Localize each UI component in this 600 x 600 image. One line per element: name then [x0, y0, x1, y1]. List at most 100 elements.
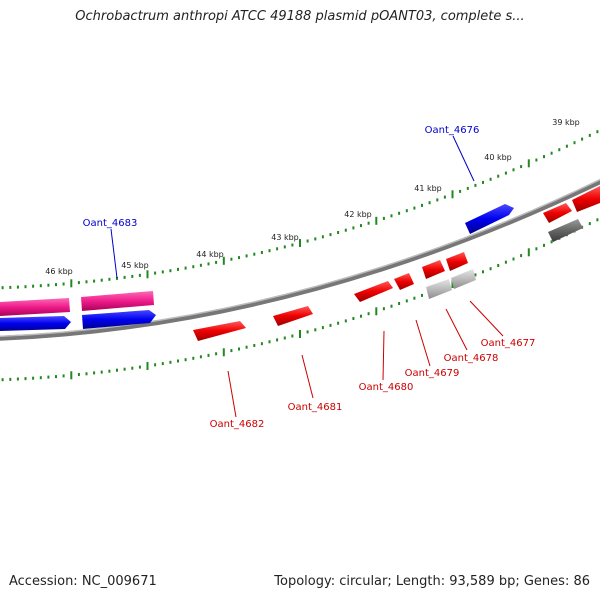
- outer-tick: [260, 251, 263, 254]
- inner-tick: [123, 367, 126, 371]
- outer-tick: [131, 274, 134, 278]
- outer-tick: [276, 247, 279, 251]
- inner-tick: [1, 378, 4, 382]
- outer-tick: [573, 141, 576, 145]
- gene-label-oant-4681[interactable]: Oant_4681: [288, 402, 343, 413]
- outer-tick: [192, 265, 195, 269]
- outer-tick: [321, 235, 324, 239]
- inner-tick: [360, 314, 362, 318]
- tick-label-42: 42 kbp: [344, 210, 372, 219]
- outer-tick: [344, 228, 347, 232]
- outer-tick: [177, 267, 179, 271]
- inner-tick: [283, 336, 286, 340]
- outer-tick: [306, 239, 309, 243]
- inner-tick: [47, 375, 50, 379]
- tick-label-44: 44 kbp: [196, 250, 224, 259]
- inner-tick: [230, 349, 233, 353]
- inner-tick: [405, 299, 408, 303]
- accession-text: Accession: NC_009671: [9, 574, 157, 589]
- gene-oant-4681[interactable]: [273, 306, 313, 326]
- outer-tick: [138, 273, 141, 277]
- inner-tick: [253, 344, 256, 347]
- outer-tick: [299, 239, 301, 247]
- pink-feature[interactable]: [0, 298, 70, 316]
- inner-tick: [207, 353, 210, 357]
- outer-tick: [154, 271, 157, 275]
- leader-oant-4679: [415, 319, 431, 367]
- backbone-ring: [0, 178, 600, 341]
- leader-oant-4682: [227, 370, 237, 418]
- gene-cds-red[interactable]: [572, 186, 600, 212]
- inner-tick: [55, 375, 57, 379]
- dark-gray-feature[interactable]: [548, 219, 583, 242]
- outer-tick: [268, 249, 271, 253]
- gene-oant-4679[interactable]: [422, 260, 445, 279]
- inner-tick: [474, 273, 477, 277]
- outer-tick: [253, 252, 256, 256]
- inner-tick: [497, 264, 500, 267]
- gene-oant-4678[interactable]: [446, 252, 468, 271]
- outer-tick: [474, 183, 477, 187]
- outer-tick: [230, 257, 233, 261]
- gene-oant-4676[interactable]: [465, 204, 514, 234]
- gene-label-oant-4676[interactable]: Oant_4676: [425, 125, 480, 136]
- gene-oant-4682[interactable]: [193, 321, 246, 341]
- outer-tick: [161, 270, 164, 274]
- outer-tick: [291, 243, 294, 247]
- outer-tick: [535, 158, 538, 162]
- pink-feature[interactable]: [81, 291, 154, 311]
- outer-tick: [238, 256, 240, 260]
- inner-tick: [344, 319, 347, 323]
- topology-summary: Topology: circular; Length: 93,589 bp; G…: [274, 574, 590, 589]
- outer-tick: [62, 282, 65, 286]
- outer-tick: [489, 177, 492, 181]
- inner-tick: [390, 304, 393, 308]
- outer-tick: [520, 165, 523, 169]
- gene-label-oant-4682[interactable]: Oant_4682: [210, 419, 265, 430]
- outer-tick: [565, 144, 568, 148]
- gene-label-oant-4680[interactable]: Oant_4680: [359, 382, 414, 393]
- outer-tick: [443, 195, 446, 199]
- gene-oant-4680[interactable]: [394, 273, 414, 290]
- gene-label-oant-4678[interactable]: Oant_4678: [444, 353, 499, 364]
- gray-feature[interactable]: [426, 279, 452, 299]
- leader-oant-4680: [382, 330, 385, 381]
- inner-tick: [100, 370, 103, 374]
- gene-label-oant-4677[interactable]: Oant_4677: [481, 338, 536, 349]
- gene-label-oant-4679[interactable]: Oant_4679: [405, 368, 460, 379]
- outer-tick: [421, 203, 423, 207]
- inner-tick: [222, 348, 225, 357]
- outer-tick: [558, 148, 561, 152]
- inner-tick: [451, 280, 454, 288]
- inner-tick: [260, 342, 263, 346]
- outer-tick: [375, 216, 378, 225]
- outer-tick: [39, 284, 42, 288]
- outer-tick: [504, 171, 507, 175]
- gray-feature[interactable]: [451, 269, 476, 289]
- outer-tick: [459, 189, 462, 193]
- map-title: Ochrobactrum anthropi ATCC 49188 plasmid…: [75, 9, 525, 24]
- inner-tick: [24, 377, 27, 381]
- outer-tick: [100, 278, 103, 282]
- outer-tick: [390, 214, 393, 218]
- outer-tick: [245, 254, 248, 258]
- outer-tick: [405, 209, 408, 213]
- gene-cds-red[interactable]: [543, 203, 572, 223]
- inner-tick: [138, 365, 141, 369]
- gene-oant-4683-left[interactable]: [0, 316, 71, 331]
- inner-tick: [32, 376, 35, 380]
- outer-tick: [47, 283, 50, 287]
- inner-tick: [314, 328, 317, 332]
- gene-label-oant-4683[interactable]: Oant_4683: [83, 218, 138, 229]
- inner-tick: [489, 267, 492, 271]
- leader-oant-4681: [301, 354, 314, 399]
- outer-tick: [16, 285, 19, 289]
- gene-cds-red[interactable]: [354, 281, 393, 302]
- outer-tick: [70, 279, 73, 288]
- gene-oant-4683[interactable]: [82, 310, 156, 329]
- inner-tick: [192, 356, 195, 360]
- inner-tick: [154, 363, 157, 367]
- inner-tick: [421, 293, 423, 297]
- inner-tick: [520, 254, 523, 258]
